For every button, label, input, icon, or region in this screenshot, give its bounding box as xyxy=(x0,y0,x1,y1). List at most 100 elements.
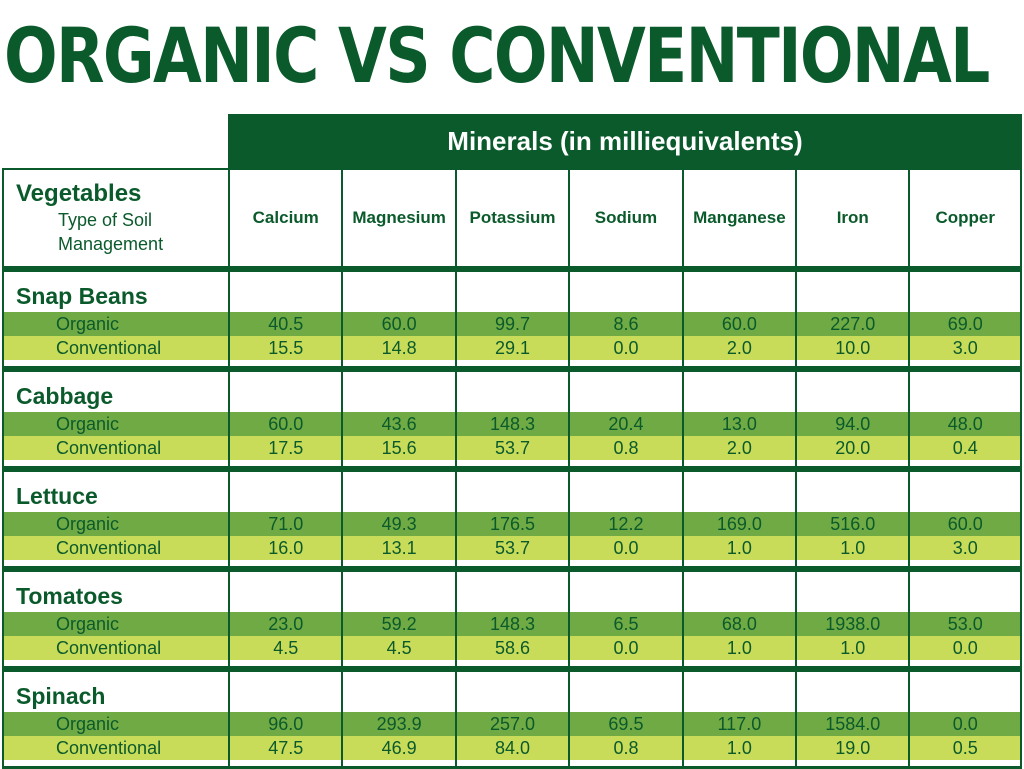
vegetable-name-row: Cabbage xyxy=(2,372,1022,412)
empty-cell xyxy=(681,472,796,512)
vegetable-name: Tomatoes xyxy=(2,572,229,612)
value-cell: 0.8 xyxy=(568,736,682,760)
empty-cell xyxy=(681,372,796,412)
value-cell: 169.0 xyxy=(681,512,796,536)
value-cell: 58.6 xyxy=(454,636,569,660)
value-cell: 4.5 xyxy=(341,636,455,660)
vegetable-name: Snap Beans xyxy=(2,272,229,312)
gap-cell xyxy=(2,760,229,766)
value-cell: 96.0 xyxy=(228,712,342,736)
value-cell: 29.1 xyxy=(454,336,569,360)
gap-cell xyxy=(568,660,682,666)
page-title: ORGANIC VS CONVENTIONAL xyxy=(4,11,990,100)
value-cell: 15.6 xyxy=(341,436,455,460)
value-cell: 59.2 xyxy=(341,612,455,636)
value-cell: 0.0 xyxy=(568,536,682,560)
group-gap xyxy=(2,760,1022,766)
gap-cell xyxy=(228,760,342,766)
vegetable-name-row: Tomatoes xyxy=(2,572,1022,612)
value-cell: 14.8 xyxy=(341,336,455,360)
vegetable-name-row: Snap Beans xyxy=(2,272,1022,312)
table-row: Conventional 47.5 46.9 84.0 0.8 1.0 19.0 0.5 xyxy=(2,736,1022,760)
value-cell: 0.4 xyxy=(908,436,1022,460)
value-cell: 46.9 xyxy=(341,736,455,760)
empty-cell xyxy=(454,372,569,412)
gap-cell xyxy=(228,560,342,566)
value-cell: 6.5 xyxy=(568,612,682,636)
value-cell: 99.7 xyxy=(454,312,569,336)
column-header-iron: Iron xyxy=(795,168,909,266)
value-cell: 257.0 xyxy=(454,712,569,736)
column-header-row: Vegetables Type of Soil Management Calci… xyxy=(2,168,1022,266)
empty-cell xyxy=(454,272,569,312)
empty-cell xyxy=(795,372,909,412)
table-row: Organic 60.0 43.6 148.3 20.4 13.0 94.0 48.0 xyxy=(2,412,1022,436)
value-cell: 15.5 xyxy=(228,336,342,360)
separator-line xyxy=(2,666,1022,672)
gap-cell xyxy=(341,460,455,466)
empty-cell xyxy=(454,672,569,712)
gap-cell xyxy=(795,460,909,466)
empty-cell xyxy=(568,372,682,412)
gap-cell xyxy=(568,360,682,366)
column-header-potassium: Potassium xyxy=(454,168,569,266)
row-label: Organic xyxy=(2,312,229,336)
row-label: Conventional xyxy=(2,336,229,360)
gap-cell xyxy=(908,560,1022,566)
gap-cell xyxy=(341,560,455,566)
value-cell: 23.0 xyxy=(228,612,342,636)
empty-cell xyxy=(795,472,909,512)
value-cell: 69.5 xyxy=(568,712,682,736)
vegetable-name-row: Lettuce xyxy=(2,472,1022,512)
empty-cell xyxy=(228,472,342,512)
gap-cell xyxy=(341,760,455,766)
vegetable-name: Cabbage xyxy=(2,372,229,412)
value-cell: 0.0 xyxy=(568,336,682,360)
value-cell: 53.7 xyxy=(454,536,569,560)
empty-cell xyxy=(341,572,455,612)
empty-cell xyxy=(454,572,569,612)
value-cell: 48.0 xyxy=(908,412,1022,436)
value-cell: 60.0 xyxy=(341,312,455,336)
value-cell: 0.5 xyxy=(908,736,1022,760)
empty-cell xyxy=(908,572,1022,612)
gap-cell xyxy=(228,360,342,366)
value-cell: 43.6 xyxy=(341,412,455,436)
gap-cell xyxy=(454,560,569,566)
gap-cell xyxy=(228,460,342,466)
row-label: Organic xyxy=(2,412,229,436)
value-cell: 8.6 xyxy=(568,312,682,336)
value-cell: 1.0 xyxy=(795,536,909,560)
empty-cell xyxy=(228,672,342,712)
vegetable-name-row: Spinach xyxy=(2,672,1022,712)
row-label: Conventional xyxy=(2,736,229,760)
row-label: Organic xyxy=(2,612,229,636)
empty-cell xyxy=(341,372,455,412)
vegetables-header-subtitle-2: Management xyxy=(58,234,164,254)
empty-cell xyxy=(568,672,682,712)
value-cell: 20.4 xyxy=(568,412,682,436)
separator-line xyxy=(2,466,1022,472)
gap-cell xyxy=(454,360,569,366)
value-cell: 20.0 xyxy=(795,436,909,460)
empty-cell xyxy=(228,372,342,412)
value-cell: 84.0 xyxy=(454,736,569,760)
empty-cell xyxy=(341,472,455,512)
minerals-header: Minerals (in milliequivalents) xyxy=(228,114,1022,168)
value-cell: 1.0 xyxy=(681,736,796,760)
column-header-manganese: Manganese xyxy=(681,168,796,266)
empty-cell xyxy=(568,572,682,612)
value-cell: 3.0 xyxy=(908,336,1022,360)
value-cell: 148.3 xyxy=(454,612,569,636)
row-label: Conventional xyxy=(2,436,229,460)
value-cell: 0.8 xyxy=(568,436,682,460)
table-row: Conventional 4.5 4.5 58.6 0.0 1.0 1.0 0.0 xyxy=(2,636,1022,660)
empty-cell xyxy=(908,272,1022,312)
gap-cell xyxy=(681,360,796,366)
gap-cell xyxy=(228,660,342,666)
empty-cell xyxy=(681,272,796,312)
empty-cell xyxy=(341,272,455,312)
table-row: Organic 71.0 49.3 176.5 12.2 169.0 516.0 60.0 xyxy=(2,512,1022,536)
value-cell: 1.0 xyxy=(795,636,909,660)
gap-cell xyxy=(568,760,682,766)
